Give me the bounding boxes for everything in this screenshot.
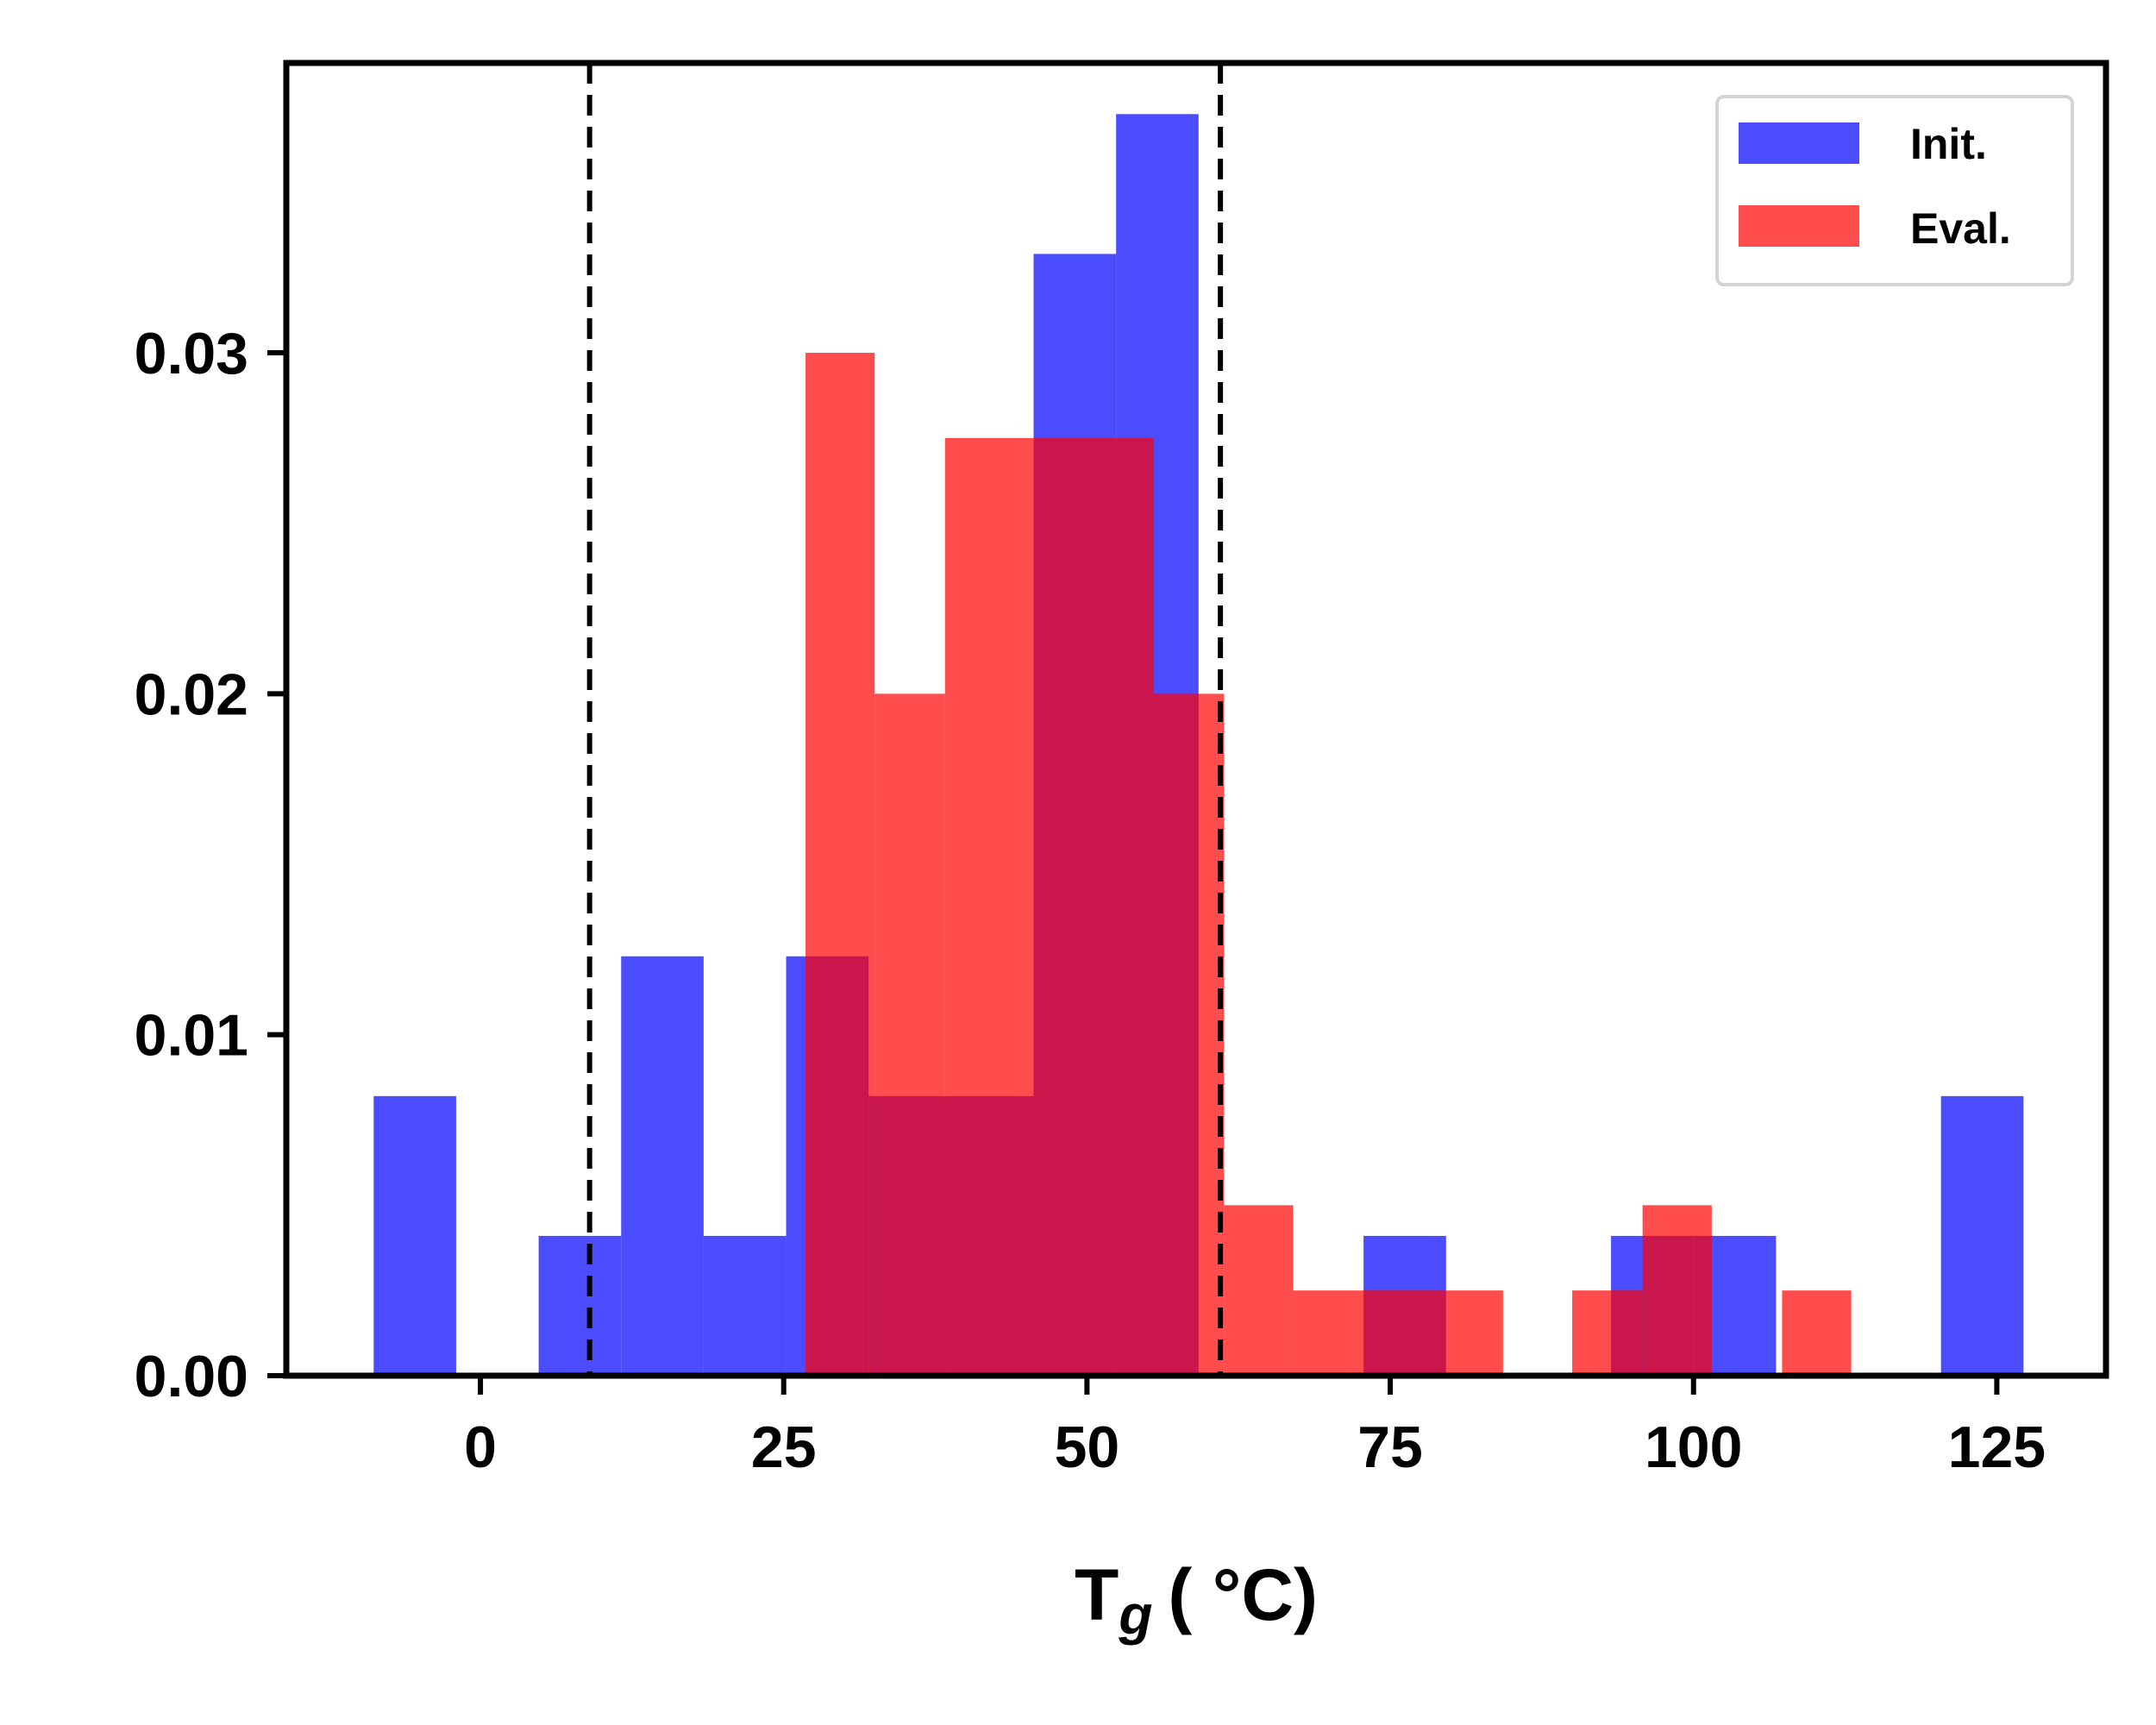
bar-init-0 xyxy=(373,1095,456,1376)
legend: Init. Eval. xyxy=(1715,95,2074,286)
y-tick-label-1: 0.01 xyxy=(135,1003,248,1069)
x-tick-label-100: 100 xyxy=(1645,1414,1742,1480)
x-tick-label-50: 50 xyxy=(1055,1414,1120,1480)
bar-init-1 xyxy=(538,1235,622,1376)
bar-eval-4 xyxy=(1084,437,1154,1376)
bar-init-3 xyxy=(703,1235,787,1376)
legend-swatch-init xyxy=(1739,122,1859,164)
x-axis-label-main: T xyxy=(1075,1554,1119,1635)
bar-eval-5 xyxy=(1153,693,1225,1376)
plot-frame xyxy=(283,60,2109,1379)
bar-eval-2 xyxy=(944,437,1014,1376)
y-tick-label-0: 0.00 xyxy=(135,1344,248,1409)
bar-eval-11 xyxy=(1642,1205,1712,1376)
bar-eval-3 xyxy=(1014,437,1085,1376)
threshold-lines xyxy=(586,63,1224,1376)
x-tick-label-75: 75 xyxy=(1357,1414,1423,1480)
legend-swatch-eval xyxy=(1739,205,1859,247)
x-axis-label-unit: ( °C) xyxy=(1168,1554,1318,1635)
y-axis-ticks: 0.00 0.01 0.02 0.03 xyxy=(135,321,286,1409)
x-axis-label: Tg ( °C) xyxy=(1075,1554,1318,1646)
bar-eval-0 xyxy=(805,353,875,1376)
bar-eval-1 xyxy=(874,693,945,1376)
bar-init-2 xyxy=(621,956,704,1376)
bar-eval-7 xyxy=(1293,1290,1364,1376)
bar-eval-8 xyxy=(1363,1290,1433,1376)
bar-eval-9 xyxy=(1432,1290,1503,1376)
legend-label-init: Init. xyxy=(1910,120,1987,168)
bar-eval-10 xyxy=(1572,1290,1643,1376)
x-tick-label-0: 0 xyxy=(464,1414,497,1480)
x-tick-label-125: 125 xyxy=(1948,1414,2046,1480)
x-tick-label-25: 25 xyxy=(751,1414,817,1480)
bar-init-12 xyxy=(1940,1095,2024,1376)
legend-label-eval: Eval. xyxy=(1910,204,2011,253)
bar-eval-12 xyxy=(1782,1290,1852,1376)
y-tick-label-3: 0.03 xyxy=(135,321,248,386)
x-axis-label-subscript: g xyxy=(1118,1584,1152,1646)
bar-eval-6 xyxy=(1224,1205,1294,1376)
series-eval-bars xyxy=(805,353,1852,1376)
x-axis-ticks: 0 25 50 75 100 125 xyxy=(464,1376,2046,1480)
y-tick-label-2: 0.02 xyxy=(135,662,248,727)
